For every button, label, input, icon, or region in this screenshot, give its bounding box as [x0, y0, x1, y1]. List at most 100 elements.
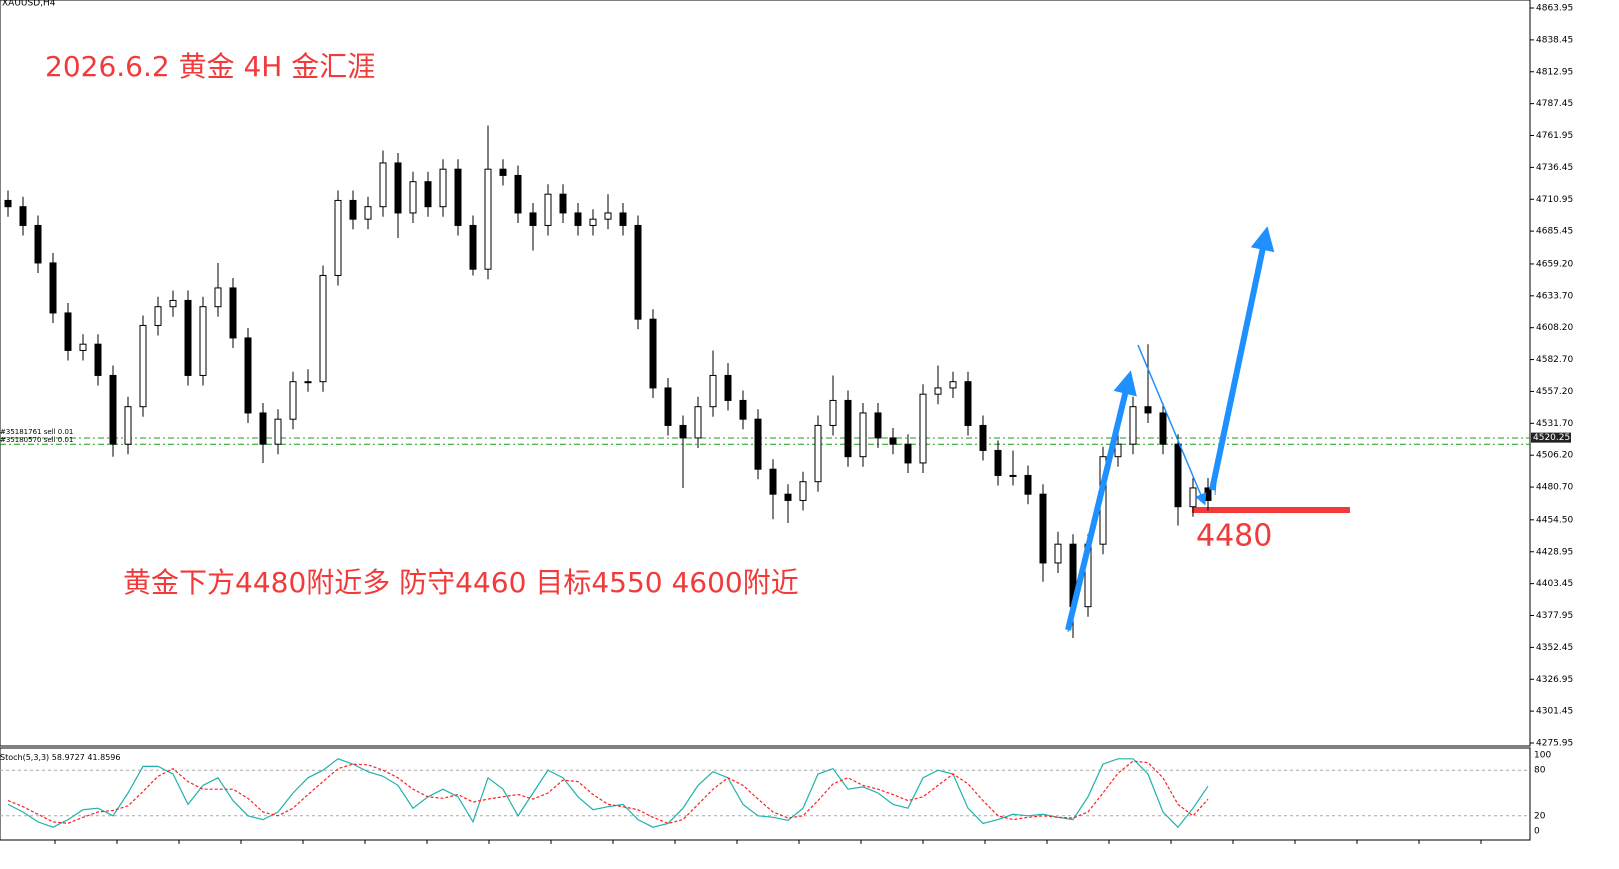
candle-body [184, 299, 192, 376]
candle-body [739, 399, 747, 420]
candle-body [349, 199, 357, 220]
candle-body [814, 424, 822, 483]
arrows [1065, 226, 1275, 633]
candle-body [49, 262, 57, 314]
candle-body [994, 449, 1002, 476]
y-tick-label: 4710.95 [1536, 195, 1573, 205]
candle-body [439, 168, 447, 208]
candle-body [409, 181, 417, 214]
candle-body [604, 212, 612, 220]
y-tick-label: 4301.45 [1536, 707, 1573, 717]
candle-body [964, 381, 972, 426]
y-tick-label: 4863.95 [1536, 4, 1573, 14]
indicator-tick-label: 100 [1534, 751, 1551, 761]
candle-body [469, 224, 477, 270]
y-tick-label: 4480.70 [1536, 483, 1573, 493]
candle-body [874, 412, 882, 439]
price-tag-label: 4520.25 [1533, 433, 1570, 443]
indicator-signal-value: 41.8596 [87, 753, 120, 762]
arrow-target [1209, 226, 1275, 491]
candle-body [904, 443, 912, 464]
candle-body [4, 199, 12, 208]
candle-body [769, 468, 777, 495]
candle-body [889, 437, 897, 445]
candle-body [109, 374, 117, 445]
candle-body [1174, 443, 1182, 508]
candle-body [394, 162, 402, 214]
y-tick-label: 4633.70 [1536, 291, 1573, 301]
candle-body [529, 212, 537, 226]
candle-body [934, 387, 942, 395]
candle-body [154, 306, 162, 326]
candle-body [379, 162, 387, 208]
candle-body [1129, 406, 1137, 445]
y-tick-label: 4428.95 [1536, 547, 1573, 557]
y-tick-label: 4582.70 [1536, 355, 1573, 365]
candle-body [19, 206, 27, 226]
y-tick-label: 4659.20 [1536, 259, 1573, 269]
indicator-tick-label: 0 [1534, 827, 1540, 837]
indicator-line [7, 758, 1209, 829]
candle-body [94, 343, 102, 376]
candle-body [724, 374, 732, 401]
indicator-label: Stoch(5,3,3) 58.9727 41.8596 [0, 753, 120, 762]
candle-body [214, 287, 222, 308]
candle-body [1189, 487, 1197, 508]
candle-body [829, 399, 837, 426]
arrow-line [1067, 539, 1091, 633]
candle-body [649, 318, 657, 389]
y-tick-label: 4352.45 [1536, 643, 1573, 653]
y-tick-label: 4812.95 [1536, 67, 1573, 77]
symbol-label: XAUUSD,H4 [2, 0, 56, 9]
y-tick-label: 4275.95 [1536, 739, 1573, 749]
candle-body [589, 218, 597, 226]
y-tick-label: 4531.70 [1536, 419, 1573, 429]
y-tick-label: 4403.45 [1536, 579, 1573, 589]
candle-body [484, 168, 492, 270]
candle-body [304, 381, 312, 384]
candle-body [1204, 487, 1212, 501]
candle-body [1039, 493, 1047, 564]
level-bar [1192, 507, 1350, 513]
indicator-name: Stoch(5,3,3) [0, 753, 49, 762]
chart-title: 2026.6.2 黄金 4H 金汇涯 [45, 50, 375, 83]
y-tick-label: 4608.20 [1536, 323, 1573, 333]
marks: 4863.95 4838.45 4812.95 4787.45 4761.95 4736.… [0, 4, 1573, 844]
candle-body [499, 168, 507, 176]
price-tag [1531, 432, 1571, 443]
indicator-tick-label: 20 [1534, 811, 1546, 821]
candle-body [334, 199, 342, 276]
candle-body [454, 168, 462, 226]
candle-body [1159, 412, 1167, 445]
candle-body [1009, 474, 1017, 477]
y-tick-label: 4685.45 [1536, 227, 1573, 237]
candle-body [169, 299, 177, 308]
y-tick-label: 4454.50 [1536, 515, 1573, 525]
y-tick-label: 4787.45 [1536, 99, 1573, 109]
level-label: 4480 [1196, 519, 1272, 554]
candle-body [859, 412, 867, 458]
indicator-tick-label: 80 [1534, 766, 1546, 776]
candle-body [1114, 443, 1122, 458]
candle-body [544, 193, 552, 226]
y-tick-label: 4761.95 [1536, 131, 1573, 141]
candle-body [1024, 474, 1032, 495]
candle-body [124, 406, 132, 445]
indicator-panel [0, 747, 1531, 841]
candle-body [274, 418, 282, 445]
candle-body [289, 381, 297, 420]
candle-body [694, 406, 702, 439]
candle-body [424, 181, 432, 208]
y-tick-label: 4326.95 [1536, 675, 1573, 685]
main-panel [0, 0, 1531, 747]
order-label: #35180570 sell 0.01 [0, 436, 73, 444]
candle-body [229, 287, 237, 339]
candle-body [784, 493, 792, 501]
candle-body [574, 212, 582, 226]
candle-body [514, 174, 522, 214]
arrow-down [1137, 344, 1207, 506]
y-tick-label: 4557.20 [1536, 387, 1573, 397]
candle-body [619, 212, 627, 226]
